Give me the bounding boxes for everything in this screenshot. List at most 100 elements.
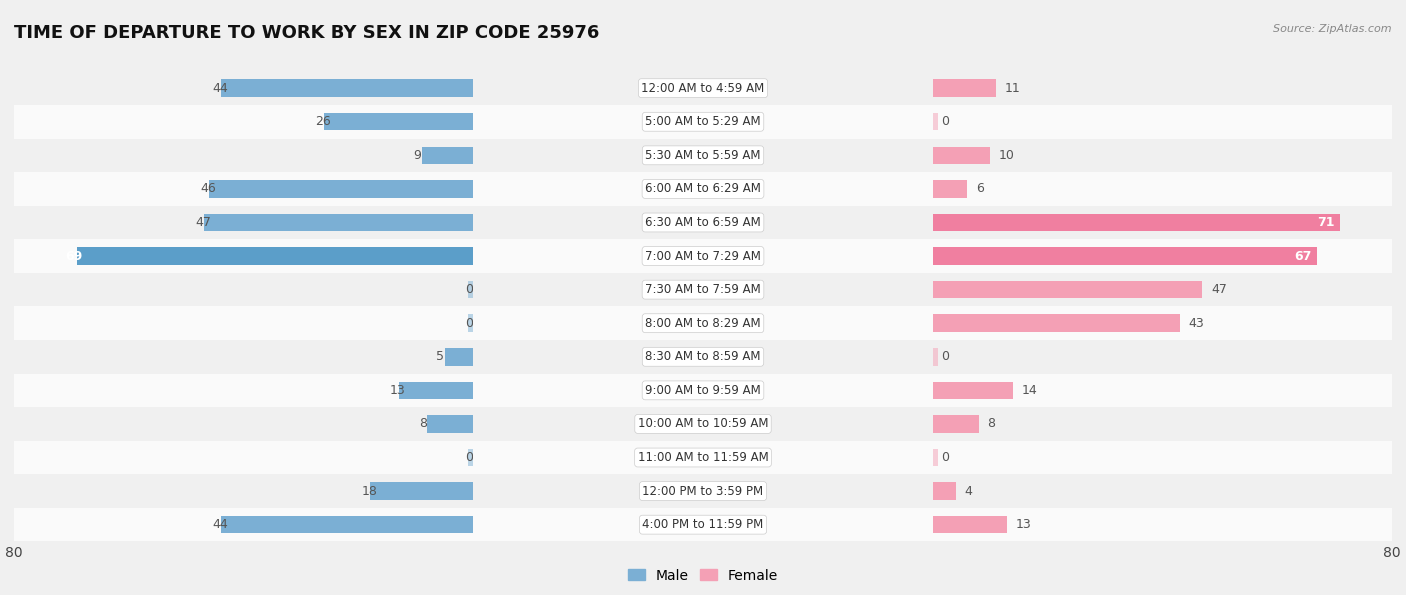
Bar bbox=[399, 381, 474, 399]
Bar bbox=[0, 206, 1406, 239]
Text: 71: 71 bbox=[1317, 216, 1334, 229]
Bar bbox=[209, 180, 474, 198]
Bar bbox=[932, 113, 938, 130]
Bar bbox=[0, 239, 1406, 273]
Bar bbox=[0, 407, 1406, 441]
Bar bbox=[932, 214, 1340, 231]
Bar bbox=[0, 105, 1406, 139]
Bar bbox=[0, 441, 1406, 474]
Text: 6:00 AM to 6:29 AM: 6:00 AM to 6:29 AM bbox=[645, 183, 761, 195]
Text: 8: 8 bbox=[987, 418, 995, 430]
Text: 6:30 AM to 6:59 AM: 6:30 AM to 6:59 AM bbox=[645, 216, 761, 229]
Bar bbox=[0, 172, 1406, 206]
Text: 47: 47 bbox=[195, 216, 211, 229]
Text: 12:00 PM to 3:59 PM: 12:00 PM to 3:59 PM bbox=[643, 484, 763, 497]
Text: 12:00 AM to 4:59 AM: 12:00 AM to 4:59 AM bbox=[641, 82, 765, 95]
Bar bbox=[932, 281, 1202, 298]
Text: 5:00 AM to 5:29 AM: 5:00 AM to 5:29 AM bbox=[645, 115, 761, 129]
Bar bbox=[77, 248, 474, 265]
Bar bbox=[0, 508, 1406, 541]
Text: 6: 6 bbox=[976, 183, 984, 195]
Legend: Male, Female: Male, Female bbox=[623, 563, 783, 588]
Bar bbox=[204, 214, 474, 231]
Text: 13: 13 bbox=[389, 384, 406, 397]
Bar bbox=[932, 449, 938, 466]
Bar bbox=[0, 139, 1406, 172]
Bar bbox=[0, 508, 1406, 541]
Text: 67: 67 bbox=[1294, 249, 1312, 262]
Bar bbox=[932, 516, 1007, 533]
Bar bbox=[932, 80, 995, 97]
Bar bbox=[468, 315, 474, 332]
Text: 4:00 PM to 11:59 PM: 4:00 PM to 11:59 PM bbox=[643, 518, 763, 531]
Bar bbox=[0, 273, 1406, 306]
Bar bbox=[0, 306, 1406, 340]
Text: 69: 69 bbox=[66, 249, 83, 262]
Text: 46: 46 bbox=[201, 183, 217, 195]
Bar bbox=[932, 146, 990, 164]
Bar bbox=[221, 516, 474, 533]
Bar bbox=[0, 340, 1406, 374]
Text: 4: 4 bbox=[965, 484, 972, 497]
Text: 8:00 AM to 8:29 AM: 8:00 AM to 8:29 AM bbox=[645, 317, 761, 330]
Text: 8: 8 bbox=[419, 418, 427, 430]
Bar bbox=[0, 441, 1406, 474]
Text: 8:30 AM to 8:59 AM: 8:30 AM to 8:59 AM bbox=[645, 350, 761, 364]
Bar bbox=[0, 71, 1406, 105]
Bar bbox=[0, 306, 1406, 340]
Bar bbox=[0, 374, 1406, 407]
Bar bbox=[0, 139, 1406, 172]
Text: 47: 47 bbox=[1211, 283, 1227, 296]
Text: 5:30 AM to 5:59 AM: 5:30 AM to 5:59 AM bbox=[645, 149, 761, 162]
Bar bbox=[0, 206, 1406, 239]
Bar bbox=[0, 407, 1406, 441]
Text: 0: 0 bbox=[465, 451, 472, 464]
Bar bbox=[0, 306, 1406, 340]
Text: Source: ZipAtlas.com: Source: ZipAtlas.com bbox=[1274, 24, 1392, 34]
Bar bbox=[0, 239, 1406, 273]
Text: 13: 13 bbox=[1017, 518, 1032, 531]
Bar bbox=[932, 483, 956, 500]
Bar bbox=[0, 273, 1406, 306]
Text: 0: 0 bbox=[941, 115, 949, 129]
Bar bbox=[0, 474, 1406, 508]
Text: 11: 11 bbox=[1004, 82, 1021, 95]
Bar bbox=[444, 348, 474, 365]
Bar bbox=[0, 441, 1406, 474]
Bar bbox=[0, 206, 1406, 239]
Text: 14: 14 bbox=[1022, 384, 1038, 397]
Bar bbox=[0, 172, 1406, 206]
Bar bbox=[0, 474, 1406, 508]
Bar bbox=[0, 71, 1406, 105]
Text: 10:00 AM to 10:59 AM: 10:00 AM to 10:59 AM bbox=[638, 418, 768, 430]
Bar bbox=[932, 415, 979, 433]
Text: 43: 43 bbox=[1188, 317, 1204, 330]
Text: 11:00 AM to 11:59 AM: 11:00 AM to 11:59 AM bbox=[638, 451, 768, 464]
Bar bbox=[0, 374, 1406, 407]
Text: 7:00 AM to 7:29 AM: 7:00 AM to 7:29 AM bbox=[645, 249, 761, 262]
Bar bbox=[468, 449, 474, 466]
Bar bbox=[932, 381, 1012, 399]
Text: 7:30 AM to 7:59 AM: 7:30 AM to 7:59 AM bbox=[645, 283, 761, 296]
Bar bbox=[0, 374, 1406, 407]
Bar bbox=[0, 239, 1406, 273]
Text: 0: 0 bbox=[465, 283, 472, 296]
Text: TIME OF DEPARTURE TO WORK BY SEX IN ZIP CODE 25976: TIME OF DEPARTURE TO WORK BY SEX IN ZIP … bbox=[14, 24, 599, 42]
Bar bbox=[468, 281, 474, 298]
Text: 26: 26 bbox=[315, 115, 332, 129]
Bar bbox=[932, 248, 1317, 265]
Text: 9:00 AM to 9:59 AM: 9:00 AM to 9:59 AM bbox=[645, 384, 761, 397]
Bar bbox=[0, 172, 1406, 206]
Text: 0: 0 bbox=[941, 451, 949, 464]
Bar bbox=[427, 415, 474, 433]
Bar bbox=[0, 273, 1406, 306]
Text: 10: 10 bbox=[998, 149, 1015, 162]
Bar bbox=[0, 340, 1406, 374]
Bar bbox=[932, 180, 967, 198]
Text: 44: 44 bbox=[212, 82, 228, 95]
Text: 0: 0 bbox=[465, 317, 472, 330]
Bar bbox=[0, 340, 1406, 374]
Bar bbox=[932, 315, 1180, 332]
Bar bbox=[0, 105, 1406, 139]
Bar bbox=[0, 474, 1406, 508]
